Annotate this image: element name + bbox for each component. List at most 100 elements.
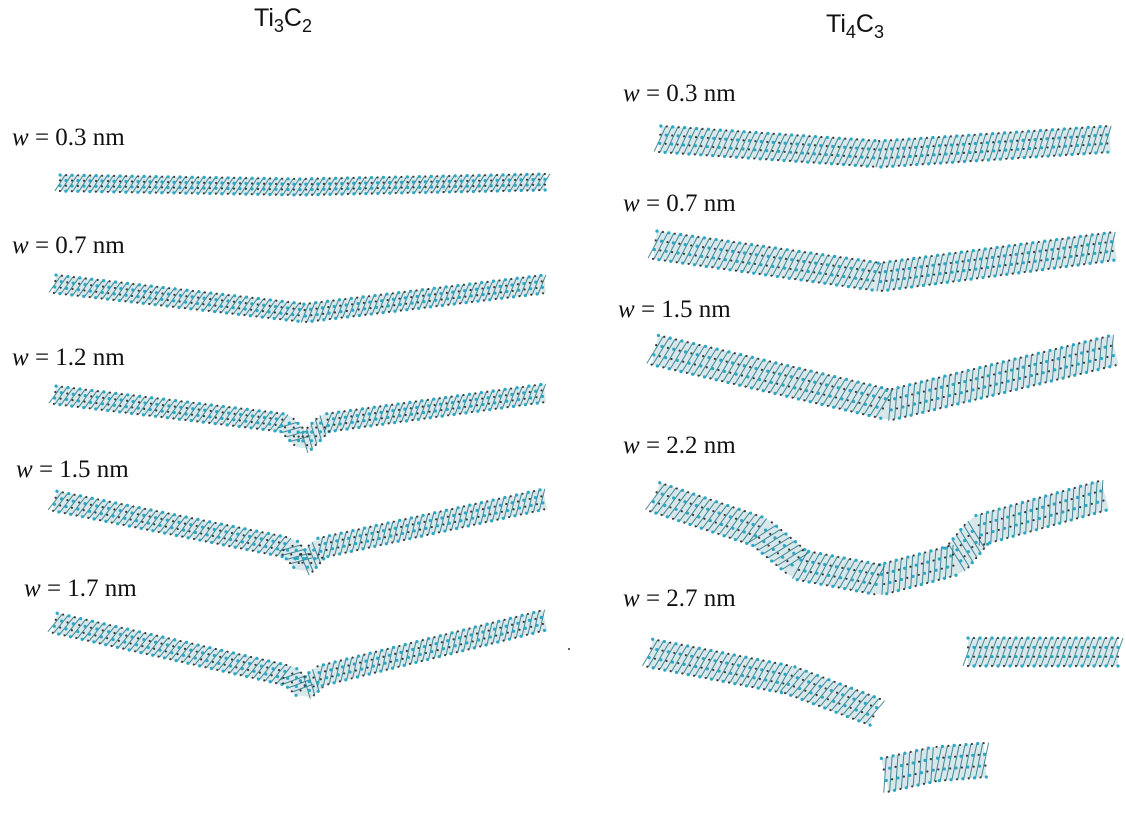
bond	[778, 134, 792, 161]
c-atom	[887, 790, 890, 793]
bond	[263, 412, 277, 430]
ti-atom	[269, 410, 273, 414]
bond	[684, 497, 705, 524]
bond	[828, 378, 846, 407]
c-atom	[915, 412, 919, 415]
ti-atom	[466, 524, 470, 528]
bond	[910, 555, 914, 588]
c-atom	[880, 289, 883, 292]
ti-atom	[259, 537, 263, 541]
c-atom	[520, 184, 523, 187]
c-atom	[264, 410, 267, 413]
ti-atom	[909, 413, 913, 417]
ti-atom	[82, 184, 86, 188]
bond	[1106, 637, 1118, 667]
bond	[78, 278, 92, 297]
c-atom	[1051, 359, 1054, 362]
bond	[185, 403, 199, 421]
c-atom	[223, 537, 226, 540]
c-atom	[144, 395, 147, 399]
c-atom	[926, 770, 929, 773]
c-atom	[678, 242, 681, 245]
c-atom	[1045, 129, 1048, 132]
ti-atom	[1014, 655, 1018, 659]
bond	[229, 655, 245, 674]
ti-atom	[217, 535, 221, 539]
ti-atom	[995, 245, 999, 250]
ti-atom	[727, 350, 731, 354]
ti-atom	[738, 383, 742, 387]
bond	[713, 130, 726, 156]
bond	[156, 176, 168, 193]
ti-atom	[849, 686, 854, 690]
ti-atom	[227, 411, 231, 415]
c-atom	[369, 525, 372, 528]
c-atom	[474, 282, 477, 285]
c-atom	[273, 311, 276, 314]
ti-atom	[339, 310, 343, 314]
bond	[900, 753, 905, 789]
c-atom	[100, 408, 103, 411]
bond	[1088, 637, 1100, 667]
c-atom	[1044, 381, 1047, 384]
ti-atom	[933, 282, 937, 286]
bond	[656, 487, 677, 514]
right-strip-4	[645, 479, 1110, 596]
c-atom	[1020, 636, 1024, 640]
ti-atom	[823, 706, 827, 710]
ti-atom	[896, 776, 900, 780]
ti-atom	[915, 163, 919, 167]
ti-atom	[880, 386, 884, 390]
c-atom	[362, 674, 365, 677]
c-atom	[874, 385, 877, 388]
header-ti4c3: Ti4C3	[826, 10, 884, 43]
bond	[1005, 360, 1009, 393]
ti-atom	[221, 292, 225, 296]
c-atom	[345, 422, 348, 425]
c-atom	[514, 636, 517, 639]
bond	[216, 177, 228, 194]
c-atom	[876, 573, 880, 576]
bond	[741, 659, 758, 686]
c-atom	[1092, 243, 1095, 246]
ti-atom	[705, 144, 709, 149]
c-atom	[841, 284, 844, 287]
c-atom	[483, 637, 486, 640]
ti-atom	[381, 175, 386, 179]
ti-atom	[525, 183, 529, 187]
bond	[860, 261, 876, 289]
bond	[1084, 126, 1094, 154]
c-atom	[72, 387, 76, 390]
c-atom	[767, 544, 770, 547]
ti-atom	[811, 560, 815, 564]
c-atom	[411, 419, 414, 422]
ti-atom	[202, 186, 206, 190]
c-atom	[88, 185, 92, 188]
bond	[156, 399, 169, 417]
ti-atom	[805, 389, 809, 393]
ti-atom	[844, 256, 849, 260]
ti-atom	[87, 632, 92, 636]
c-atom	[1049, 239, 1052, 242]
ti-atom	[690, 234, 695, 238]
bond	[982, 133, 993, 161]
c-atom	[328, 317, 331, 321]
ti-atom	[978, 365, 982, 370]
bond	[491, 174, 503, 192]
c-atom	[783, 150, 786, 153]
c-atom	[214, 304, 217, 307]
ti-atom	[201, 651, 205, 655]
bond	[94, 501, 110, 520]
bond	[700, 651, 717, 678]
c-atom	[454, 190, 457, 193]
ti-atom	[64, 397, 69, 402]
c-atom	[658, 150, 661, 154]
c-atom	[101, 285, 105, 288]
ti-atom	[53, 285, 57, 289]
ti-atom	[764, 678, 768, 682]
ti-atom	[952, 743, 956, 748]
ti-atom	[943, 374, 947, 378]
ti-atom	[403, 296, 407, 300]
ti-atom	[682, 662, 686, 666]
bond	[653, 126, 667, 152]
